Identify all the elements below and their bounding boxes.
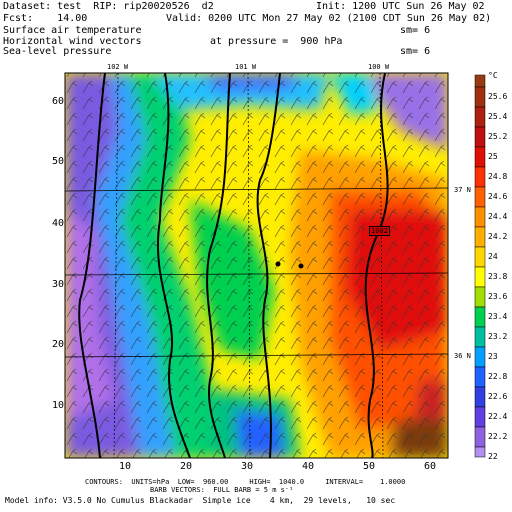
- colorbar-label: 23.2: [488, 332, 508, 341]
- station-dot: [275, 261, 281, 267]
- colorbar-label: 24.4: [488, 212, 508, 221]
- lon-label: 101 W: [235, 63, 257, 71]
- colorbar-label: 25.2: [488, 132, 508, 141]
- x-tick: 10: [119, 461, 132, 472]
- colorbar-label: 23.8: [488, 272, 508, 281]
- smoothing-2: sm= 6: [400, 46, 431, 57]
- plot-frame: [64, 72, 449, 459]
- y-tick: 60: [52, 96, 65, 107]
- lon-label: 100 W: [368, 63, 390, 71]
- colorbar-label: 22.8: [488, 372, 508, 381]
- valid-time: Valid: 0200 UTC Mon 27 May 02 (2100 CDT …: [166, 13, 492, 24]
- colorbar-label: 22.2: [488, 432, 508, 441]
- x-tick: 60: [424, 461, 437, 472]
- temperature-field: [65, 73, 448, 458]
- lat-label: 36 N: [454, 352, 471, 360]
- init-time: Init: 1200 UTC Sun 26 May 02: [316, 1, 485, 12]
- colorbar: [474, 74, 486, 458]
- model-info: Model info: V3.5.0 No Cumulus Blackadar …: [5, 496, 396, 505]
- forecast-hour: Fcst: 14.00: [3, 13, 88, 24]
- pressure-level: at pressure = 900 hPa: [210, 36, 343, 47]
- colorbar-unit: °C: [488, 71, 498, 80]
- y-tick: 50: [52, 156, 65, 167]
- colorbar-label: 25.4: [488, 112, 508, 121]
- field-temperature: Surface air temperature: [3, 25, 142, 36]
- lat-label: 37 N: [454, 186, 471, 194]
- colorbar-label: 24.2: [488, 232, 508, 241]
- colorbar-label: 25: [488, 152, 498, 161]
- isobar-label: 1002: [369, 226, 390, 236]
- smoothing-1: sm= 6: [400, 25, 431, 36]
- colorbar-label: 23.4: [488, 312, 508, 321]
- y-tick: 10: [52, 400, 65, 411]
- isobars: [78, 73, 389, 458]
- colorbar-label: 25.6: [488, 92, 508, 101]
- x-tick: 40: [302, 461, 315, 472]
- x-tick: 50: [363, 461, 376, 472]
- contour-info: CONTOURS: UNITS=hPa LOW= 960.00 HIGH= 10…: [85, 478, 406, 486]
- colorbar-label: 23: [488, 352, 498, 361]
- lat-lon-grid: [65, 73, 448, 458]
- colorbar-label: 22.6: [488, 392, 508, 401]
- x-tick: 30: [241, 461, 254, 472]
- y-tick: 40: [52, 218, 65, 229]
- station-dot: [298, 263, 304, 269]
- x-tick: 20: [180, 461, 193, 472]
- y-tick: 20: [52, 339, 65, 350]
- colorbar-label: 24.8: [488, 172, 508, 181]
- y-tick: 30: [52, 279, 65, 290]
- colorbar-label: 22.4: [488, 412, 508, 421]
- colorbar-label: 24: [488, 252, 498, 261]
- colorbar-label: 24.6: [488, 192, 508, 201]
- colorbar-label: 23.6: [488, 292, 508, 301]
- field-wind: Horizontal wind vectors: [3, 36, 142, 47]
- barb-info: BARB VECTORS: FULL BARB = 5 m s⁻¹: [150, 486, 294, 494]
- colorbar-label: 22: [488, 452, 498, 461]
- lon-label: 102 W: [107, 63, 129, 71]
- field-slp: Sea-level pressure: [3, 46, 112, 57]
- dataset-label: Dataset: test RIP: rip20020526 d2: [3, 1, 214, 12]
